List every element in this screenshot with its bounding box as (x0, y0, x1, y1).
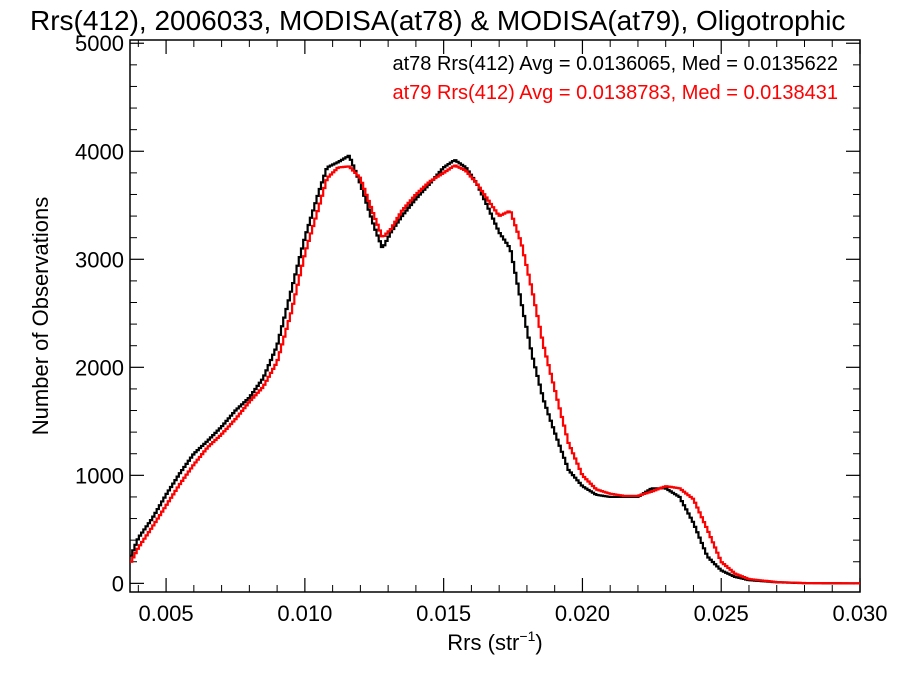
y-tick-label: 2000 (75, 355, 124, 380)
series-lines (130, 154, 860, 585)
chart-title: Rrs(412), 2006033, MODISA(at78) & MODISA… (30, 5, 845, 36)
plot-frame (129, 39, 861, 593)
y-tick-label: 4000 (75, 139, 124, 164)
series-line-at78 (130, 154, 860, 585)
y-minor-ticks (130, 64, 860, 563)
x-tick-label: 0.030 (832, 601, 887, 626)
x-tick-labels: 0.005 0.010 0.015 0.020 0.025 0.030 (139, 601, 888, 626)
x-major-ticks (165, 40, 861, 592)
y-tick-label: 5000 (75, 31, 124, 56)
x-tick-label: 0.015 (416, 601, 471, 626)
y-axis-title: Number of Observations (28, 197, 53, 435)
x-axis-title-main: Rrs (str (447, 630, 519, 655)
x-axis-title-superscript: −1 (519, 628, 535, 644)
y-tick-label: 1000 (75, 463, 124, 488)
x-minor-ticks (137, 40, 833, 592)
plot-area (129, 39, 861, 593)
legend: at78 Rrs(412) Avg = 0.0136065, Med = 0.0… (392, 53, 838, 104)
y-tick-label: 3000 (75, 247, 124, 272)
x-tick-label: 0.010 (277, 601, 332, 626)
legend-entry-at78: at78 Rrs(412) Avg = 0.0136065, Med = 0.0… (392, 53, 838, 75)
x-tick-label: 0.005 (139, 601, 194, 626)
series-line-at79 (130, 164, 860, 585)
x-tick-label: 0.020 (555, 601, 610, 626)
y-major-ticks (130, 42, 860, 584)
x-axis-title: Rrs (str−1) (447, 628, 542, 655)
y-tick-label: 0 (112, 571, 124, 596)
x-tick-label: 0.025 (694, 601, 749, 626)
y-tick-labels: 0 1000 2000 3000 4000 5000 (75, 31, 124, 596)
x-axis-title-close: ) (535, 630, 542, 655)
legend-entry-at79: at79 Rrs(412) Avg = 0.0138783, Med = 0.0… (392, 82, 838, 104)
